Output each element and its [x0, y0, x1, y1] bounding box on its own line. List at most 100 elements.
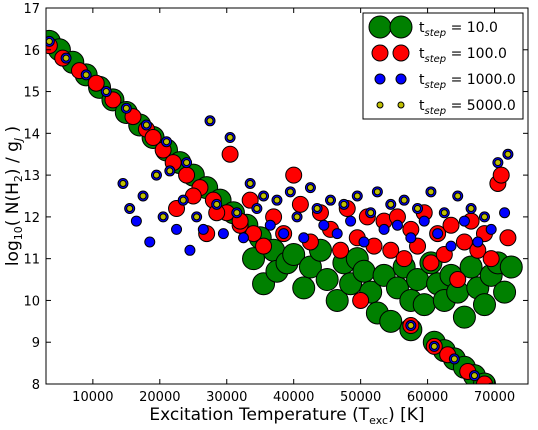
- data-point: [414, 205, 422, 213]
- data-point: [382, 241, 400, 259]
- data-point: [193, 213, 201, 221]
- data-point: [504, 150, 512, 158]
- legend-label: tstep = 1000.0: [419, 72, 516, 91]
- data-point: [246, 179, 254, 187]
- legend-marker: [389, 15, 413, 39]
- data-point: [430, 342, 438, 350]
- data-point: [152, 171, 160, 179]
- data-point: [171, 223, 183, 235]
- data-point: [442, 216, 460, 234]
- plot-marks: [46, 29, 523, 384]
- data-point: [233, 209, 241, 217]
- data-point: [480, 213, 488, 221]
- legend-label: tstep = 100.0: [419, 46, 507, 65]
- data-point: [440, 209, 448, 217]
- x-axis-label-tail: ) [K]: [388, 405, 424, 425]
- data-point: [373, 188, 381, 196]
- data-point: [395, 250, 413, 268]
- legend-marker: [374, 73, 386, 85]
- y-axis-label: log10( N(H2) / gJ ): [3, 126, 25, 266]
- data-point: [237, 232, 249, 244]
- data-point: [122, 104, 130, 112]
- series-3: [46, 37, 512, 380]
- legend-marker: [397, 101, 405, 109]
- data-point: [325, 288, 349, 312]
- data-point: [87, 74, 105, 92]
- data-point: [260, 192, 268, 200]
- data-point: [391, 219, 403, 231]
- data-point: [499, 255, 523, 279]
- data-point: [286, 188, 294, 196]
- data-point: [62, 54, 70, 62]
- data-point: [459, 255, 483, 279]
- legend-marker: [371, 44, 389, 62]
- x-axis-label-sub: exc: [369, 414, 388, 427]
- data-point: [298, 232, 310, 244]
- data-point: [130, 215, 142, 227]
- data-point: [454, 192, 462, 200]
- data-point: [82, 71, 90, 79]
- data-point: [405, 232, 417, 244]
- data-point: [492, 166, 510, 184]
- y-tick-label: 16: [23, 44, 40, 59]
- data-point: [163, 138, 170, 146]
- data-point: [293, 213, 301, 221]
- x-tick-label: 20000: [139, 390, 180, 405]
- data-point: [102, 88, 110, 96]
- data-point: [166, 167, 174, 175]
- x-tick-label: 40000: [273, 390, 314, 405]
- legend-label: tstep = 5000.0: [419, 98, 516, 117]
- data-point: [427, 188, 435, 196]
- data-point: [159, 213, 167, 221]
- data-point: [475, 375, 493, 384]
- x-tick-label: 30000: [206, 390, 247, 405]
- data-point: [445, 240, 457, 252]
- data-point: [217, 228, 229, 240]
- data-point: [485, 223, 497, 235]
- x-tick-label: 70000: [474, 390, 515, 405]
- data-point: [345, 215, 357, 227]
- data-point: [179, 196, 187, 204]
- x-tick-label: 10000: [72, 390, 113, 405]
- data-point: [282, 242, 306, 266]
- legend-marker: [368, 15, 392, 39]
- y-tick-label: 8: [32, 378, 40, 393]
- data-point: [499, 207, 511, 219]
- data-point: [472, 236, 484, 248]
- data-point: [379, 309, 403, 333]
- legend-marker: [395, 73, 407, 85]
- y-axis-label-p2: ( N(H: [3, 182, 23, 226]
- data-point: [367, 209, 375, 217]
- data-point: [472, 293, 496, 317]
- data-point: [278, 228, 290, 240]
- data-point: [327, 196, 335, 204]
- data-point: [126, 205, 134, 213]
- y-tick-label: 12: [23, 211, 40, 226]
- legend-label: tstep = 10.0: [419, 20, 498, 39]
- y-axis-label-p5: J: [12, 138, 25, 143]
- y-axis-label-p6: ): [3, 126, 23, 138]
- axis-ticks: 10000 20000 30000 40000 50000 60000 70000 8 9 10 1…: [23, 2, 528, 405]
- data-point: [493, 280, 517, 304]
- data-point: [422, 254, 440, 272]
- legend: tstep = 10.0 tstep = 100.0 tstep = 1000.0 t…: [362, 12, 524, 120]
- data-point: [450, 355, 458, 363]
- x-axis-label-main: Excitation Temperature (T: [149, 405, 369, 425]
- data-point: [285, 166, 303, 184]
- data-point: [432, 228, 444, 240]
- y-axis-label-p4: ) / g: [3, 141, 23, 175]
- data-point: [482, 250, 500, 268]
- data-point: [407, 322, 415, 330]
- data-point: [255, 237, 273, 255]
- y-tick-label: 14: [23, 127, 40, 142]
- data-point: [213, 200, 221, 208]
- data-point: [46, 37, 53, 45]
- data-point: [313, 205, 321, 213]
- plot-frame: [45, 7, 529, 385]
- data-point: [221, 145, 239, 163]
- y-tick-label: 17: [23, 2, 40, 17]
- data-point: [449, 271, 467, 289]
- y-tick-label: 9: [32, 336, 40, 351]
- data-point: [340, 200, 348, 208]
